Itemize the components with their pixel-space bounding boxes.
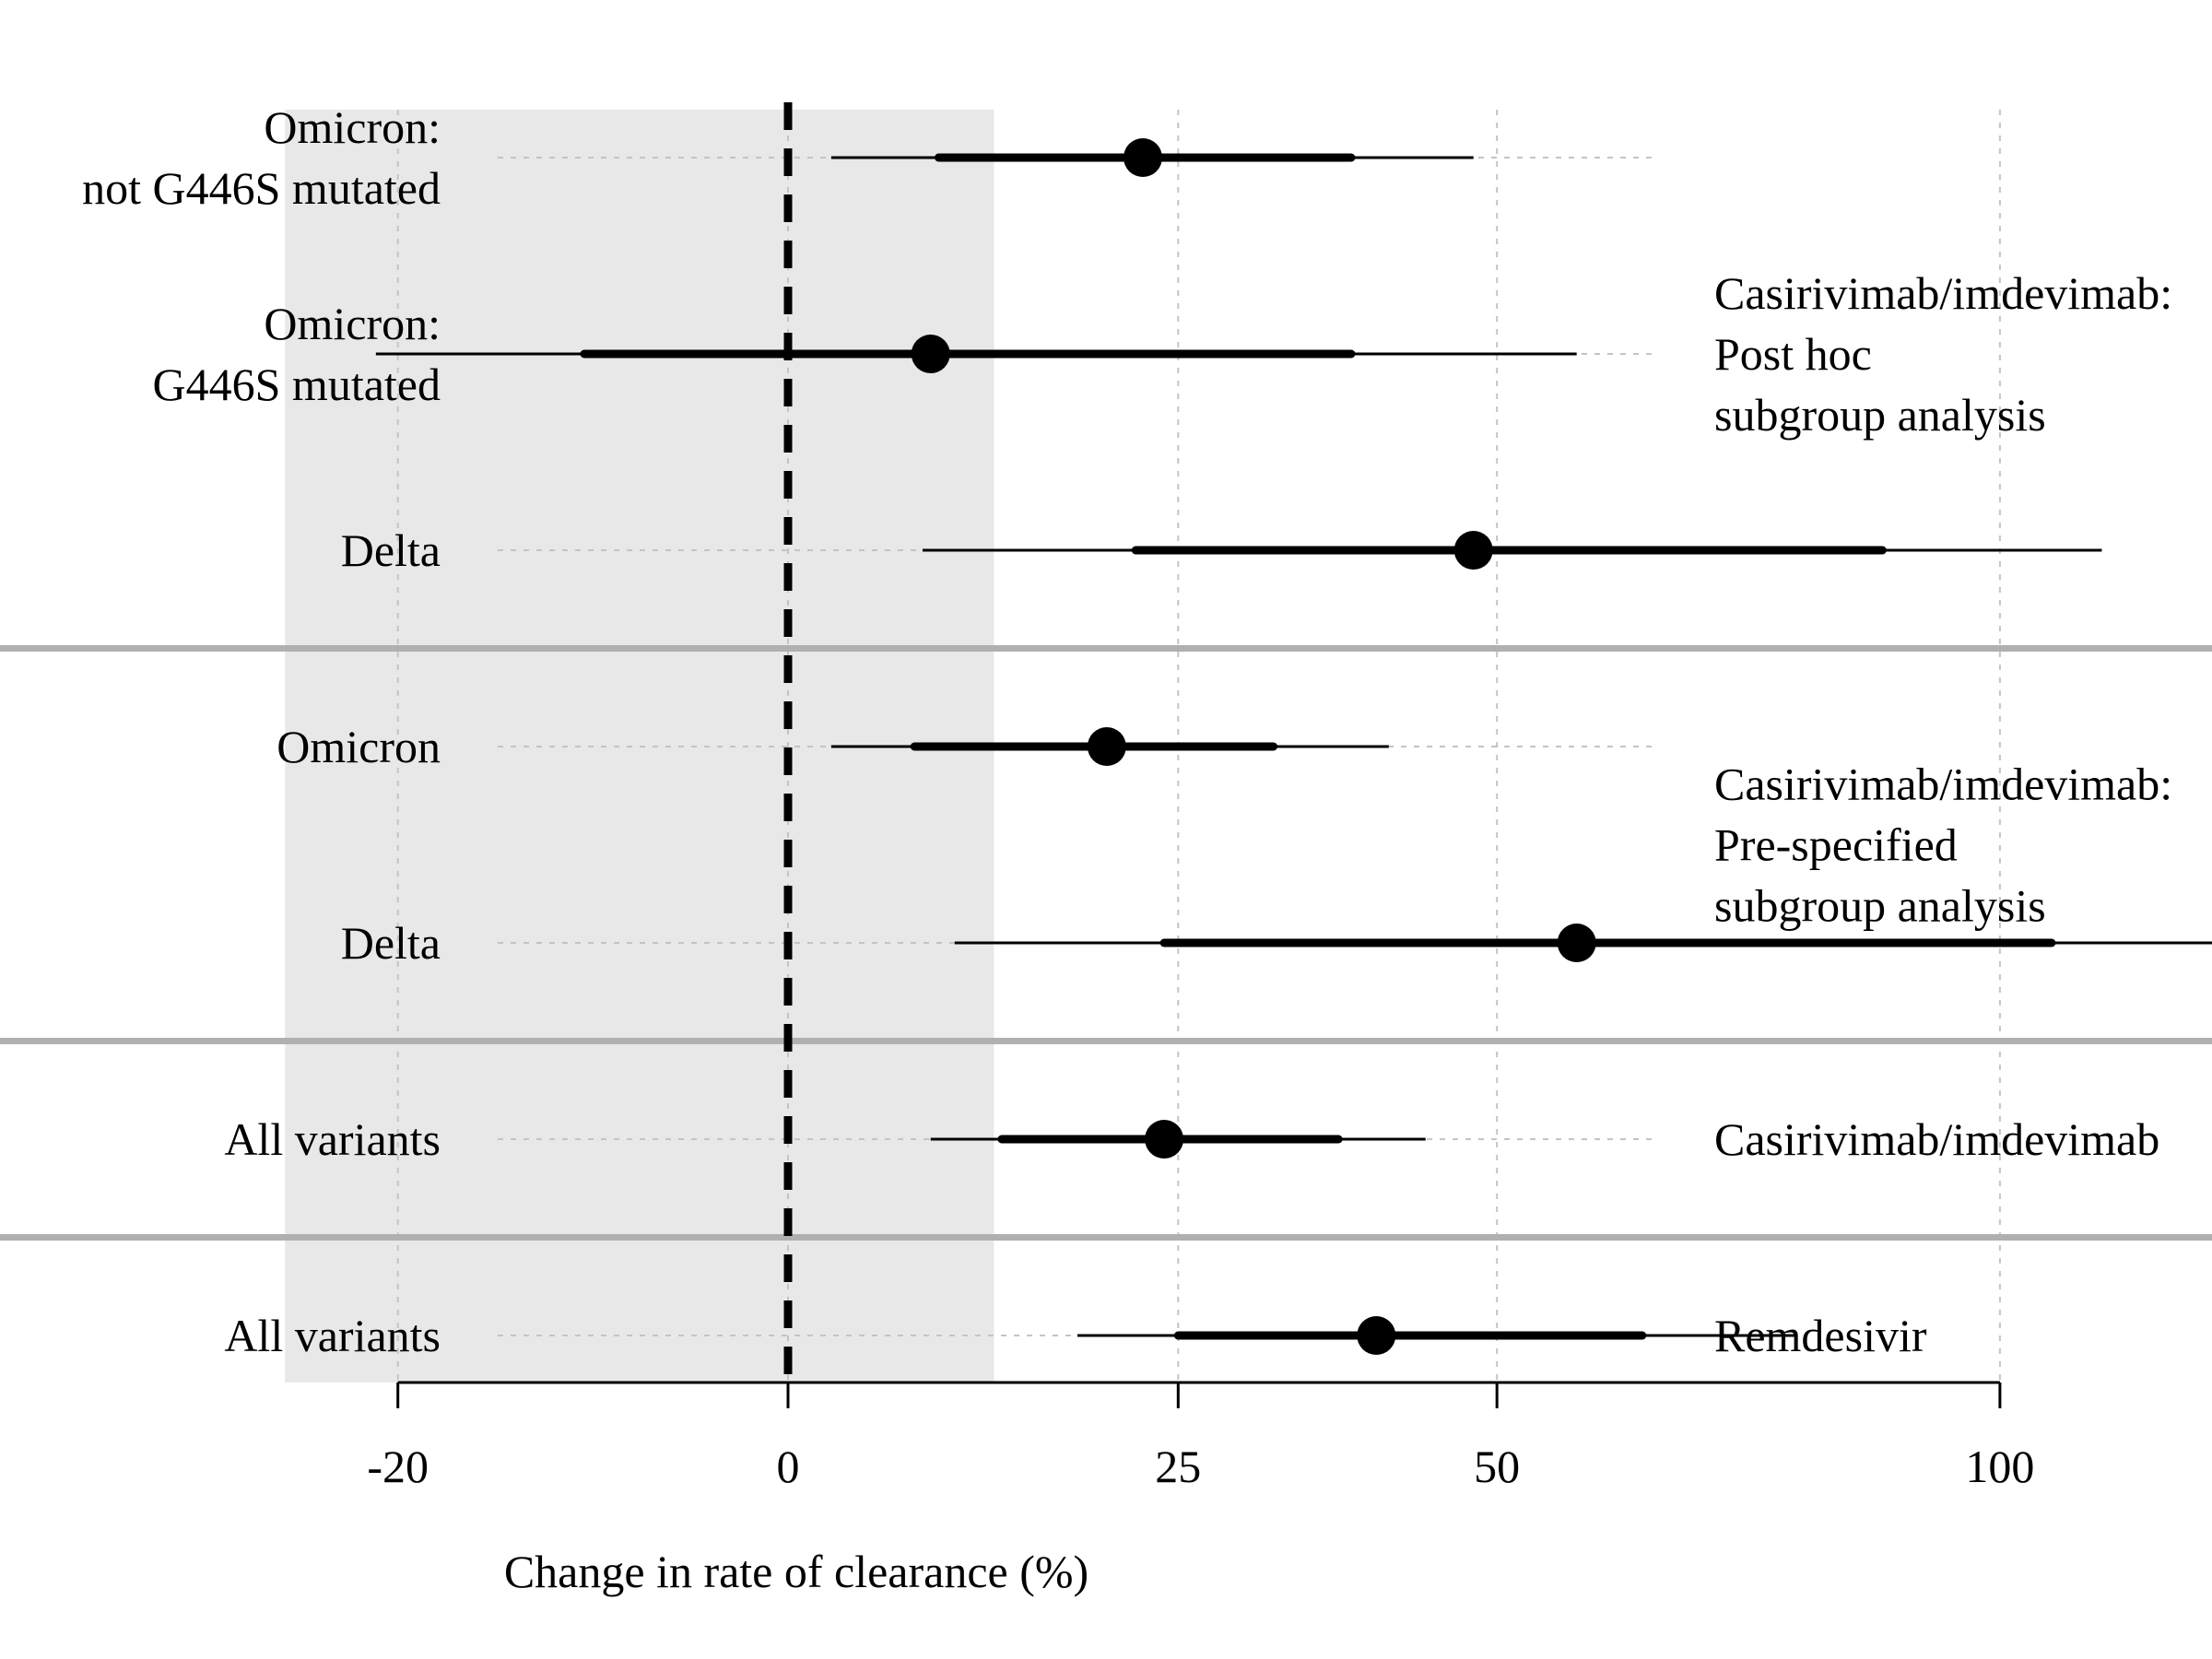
group-label: Remdesivir (1714, 1310, 1927, 1361)
row-label: Omicron: (264, 101, 441, 153)
group-separators (0, 645, 2212, 1241)
row-label: Delta (341, 524, 441, 576)
confidence-intervals (375, 138, 2212, 1355)
group-label: subgroup analysis (1714, 880, 2046, 932)
row-label: G446S mutated (153, 359, 441, 410)
point-estimate (1557, 924, 1596, 962)
row-label: not G446S mutated (82, 162, 441, 214)
group-label: subgroup analysis (1714, 389, 2046, 441)
point-estimate (911, 335, 950, 373)
group-labels: Casirivimab/imdevimab: Post hoc subgroup a… (1714, 267, 2172, 1361)
point-estimate (1123, 138, 1162, 177)
point-estimate (1357, 1316, 1396, 1355)
group-label: Casirivimab/imdevimab: (1714, 759, 2172, 810)
row-label: Omicron (276, 721, 441, 772)
x-tick-label: 0 (777, 1441, 800, 1492)
x-tick-label: 50 (1474, 1441, 1520, 1492)
row-label: Omicron: (264, 298, 441, 349)
x-tick-label: 25 (1155, 1441, 1201, 1492)
row-labels: Omicron: not G446S mutated Omicron: G446S m… (82, 101, 441, 1361)
group-label: Casirivimab/imdevimab (1714, 1113, 2159, 1165)
row-label: Delta (341, 917, 441, 969)
point-estimate (1145, 1120, 1184, 1159)
group-label: Post hoc (1714, 328, 1872, 380)
x-axis-title: Change in rate of clearance (%) (504, 1546, 1088, 1597)
point-estimate (1453, 531, 1493, 570)
row-label: All variants (224, 1113, 441, 1165)
point-estimate (1087, 727, 1126, 766)
x-tick-label: 100 (1965, 1441, 2034, 1492)
group-label: Casirivimab/imdevimab: (1714, 267, 2172, 319)
group-label: Pre-specified (1714, 819, 1958, 871)
x-tick-label: -20 (367, 1441, 429, 1492)
x-axis: -20 0 25 50 100 (367, 1381, 2034, 1492)
row-label: All variants (224, 1310, 441, 1361)
